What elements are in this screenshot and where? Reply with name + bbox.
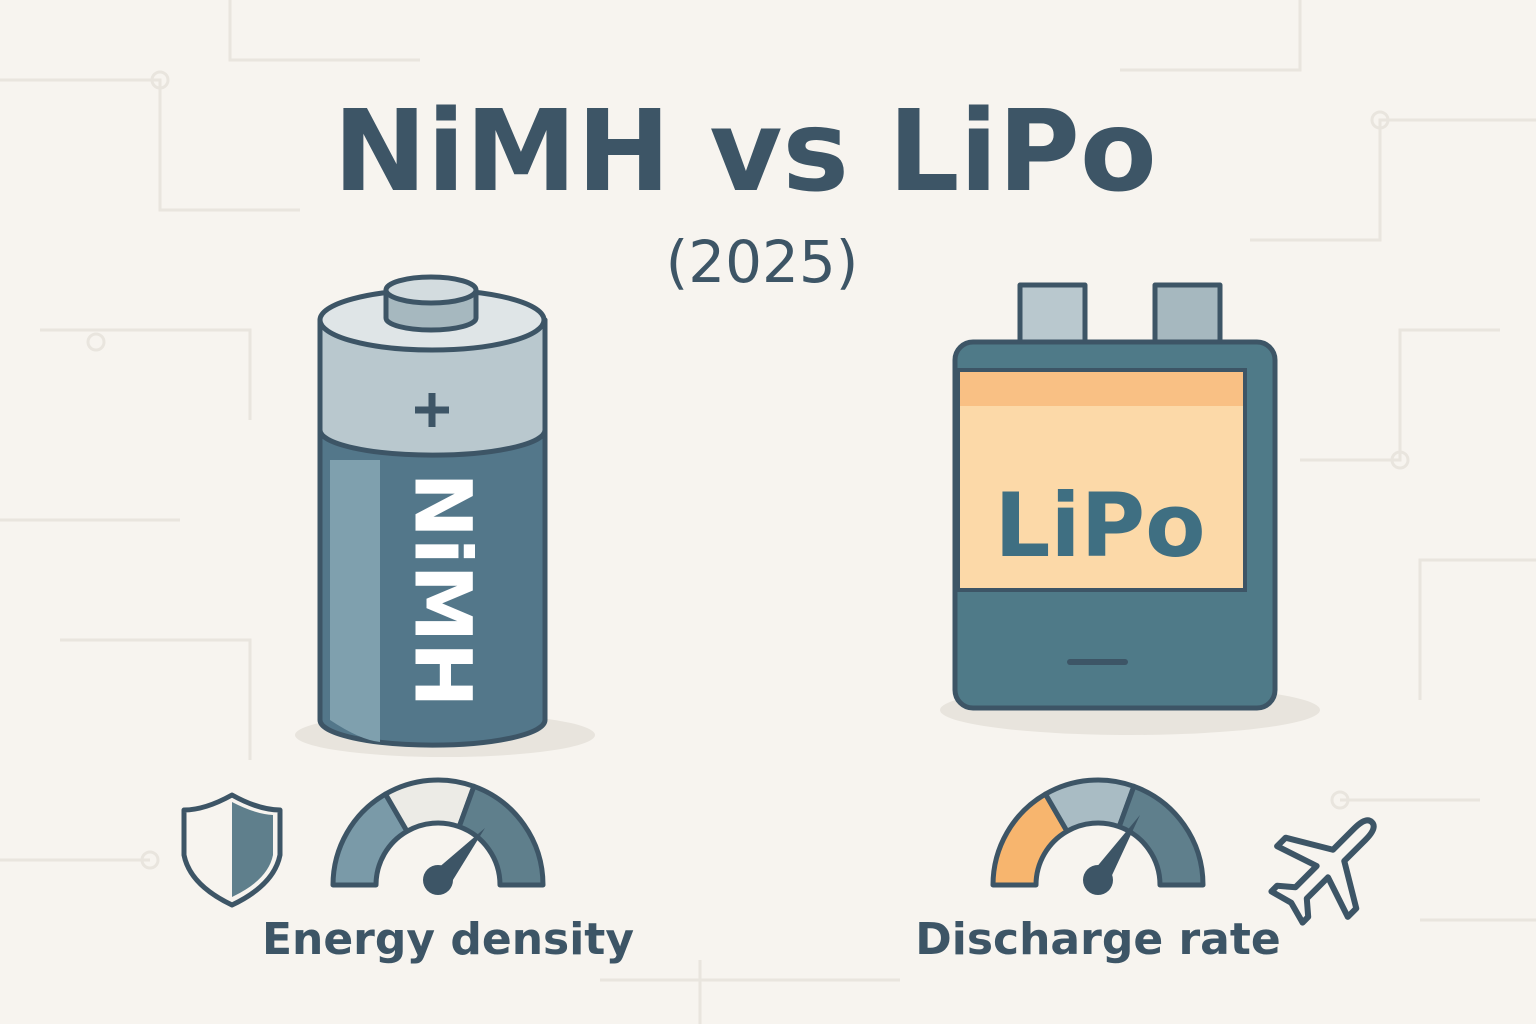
caption: Energy density bbox=[262, 914, 634, 965]
lipo-battery: LiPo bbox=[940, 282, 1320, 735]
gauge-icon bbox=[330, 777, 546, 895]
title: NiMH vs LiPo bbox=[333, 87, 1157, 217]
battery-label: LiPo bbox=[994, 474, 1205, 577]
nimh-battery: NiMH bbox=[295, 274, 595, 757]
airplane-icon bbox=[1268, 817, 1377, 926]
subtitle: (2025) bbox=[666, 228, 859, 296]
caption: Discharge rate bbox=[915, 914, 1281, 965]
battery-label: NiMH bbox=[397, 473, 487, 708]
shield-icon bbox=[181, 792, 283, 908]
gauge-icon bbox=[990, 777, 1206, 895]
